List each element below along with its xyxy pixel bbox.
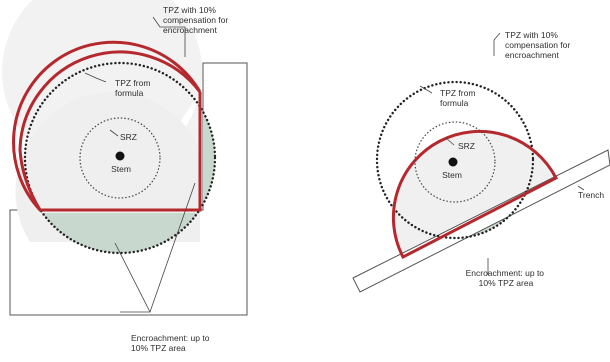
left-tpz-compensation-label: TPZ with 10% compensation for encroachme… (163, 5, 231, 35)
left-stem-dot (115, 151, 125, 161)
right-trench-label: Trench (578, 190, 604, 200)
right-srz-circle (414, 121, 496, 203)
left-srz-label: SRZ (120, 132, 137, 142)
right-tpz-compensation-outline (391, 129, 559, 260)
left-tpz-formula-label: TPZ from formula (115, 78, 153, 98)
right-tpz-compensation-label: TPZ with 10% compensation for encroachme… (505, 30, 573, 60)
right-stem-label: Stem (442, 170, 462, 180)
right-trench (352, 149, 610, 293)
right-encroachment-label: Encroachment: up to 10% TPZ area (466, 268, 547, 288)
right-tpz-formula-circle (375, 80, 535, 240)
left-stem-label: Stem (111, 164, 131, 174)
left-tpz-compensation-outline (12, 40, 202, 212)
right-tpz-compensation-leader (493, 32, 501, 56)
left-tpz-compensated-area (15, 91, 201, 242)
left-srz-leader (109, 129, 119, 137)
left-encroachment-label: Encroachment: up to 10% TPZ area (131, 333, 212, 353)
right-tpz-formula-leader (419, 85, 433, 94)
left-tpz-formula-circle (23, 61, 217, 255)
right-panel: TPZ with 10% compensation for encroachme… (352, 30, 610, 293)
left-panel: TPZ with 10% compensation for encroachme… (2, 0, 248, 353)
left-tpz-compensation-leader (152, 16, 186, 57)
right-srz-leader (445, 137, 455, 146)
left-srz-circle (79, 117, 161, 199)
left-tpz-compensation-outline (18, 50, 202, 211)
right-trench-leader (577, 185, 585, 191)
right-srz-label: SRZ (458, 141, 475, 151)
right-tpz-formula-label: TPZ from formula (440, 88, 478, 108)
left-encroachment-leader (149, 182, 196, 313)
right-tpz-compensated-area (393, 131, 556, 257)
left-tpz-formula-leader (84, 72, 107, 83)
right-stem-dot (448, 157, 458, 167)
left-building-outline (9, 62, 248, 316)
